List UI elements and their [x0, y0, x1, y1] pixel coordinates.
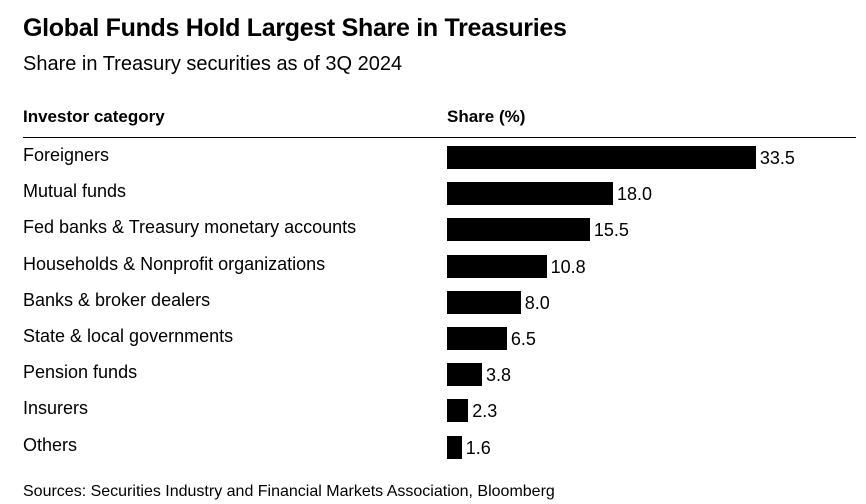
bar: [447, 254, 547, 278]
value-label: 1.6: [465, 437, 491, 458]
category-label: Banks & broker dealers: [23, 289, 211, 310]
category-label: Foreigners: [23, 145, 110, 165]
category-label: Insurers: [23, 398, 89, 419]
value-label: 6.5: [510, 329, 536, 349]
bar: [447, 399, 469, 423]
share-column-header: Share (%): [447, 107, 526, 126]
value-label: 10.8: [550, 256, 586, 277]
value-label: 8.0: [524, 292, 550, 313]
value-label: 15.5: [593, 220, 629, 241]
source-note: Sources: Securities Industry and Financi…: [23, 483, 555, 500]
chart-title: Global Funds Hold Largest Share in Treas…: [23, 14, 567, 42]
bar: [447, 182, 613, 206]
bar: [447, 290, 521, 314]
category-label: State & local governments: [23, 326, 234, 346]
category-label: Households & Nonprofit organizations: [23, 253, 326, 274]
category-label: Pension funds: [23, 362, 138, 383]
bar: [447, 327, 507, 350]
value-label: 33.5: [759, 148, 795, 168]
category-label: Fed banks & Treasury monetary accounts: [23, 217, 357, 238]
bar: [447, 363, 483, 387]
value-label: 2.3: [472, 401, 498, 422]
header-divider: [23, 137, 856, 138]
value-label: 3.8: [486, 365, 512, 386]
bar: [447, 435, 462, 459]
value-label: 18.0: [616, 184, 652, 205]
category-label: Mutual funds: [23, 181, 127, 202]
category-column-header: Investor category: [23, 107, 165, 126]
bar: [447, 146, 756, 169]
bar: [447, 218, 590, 242]
category-label: Others: [23, 434, 78, 455]
chart-subtitle: Share in Treasury securities as of 3Q 20…: [23, 53, 403, 75]
